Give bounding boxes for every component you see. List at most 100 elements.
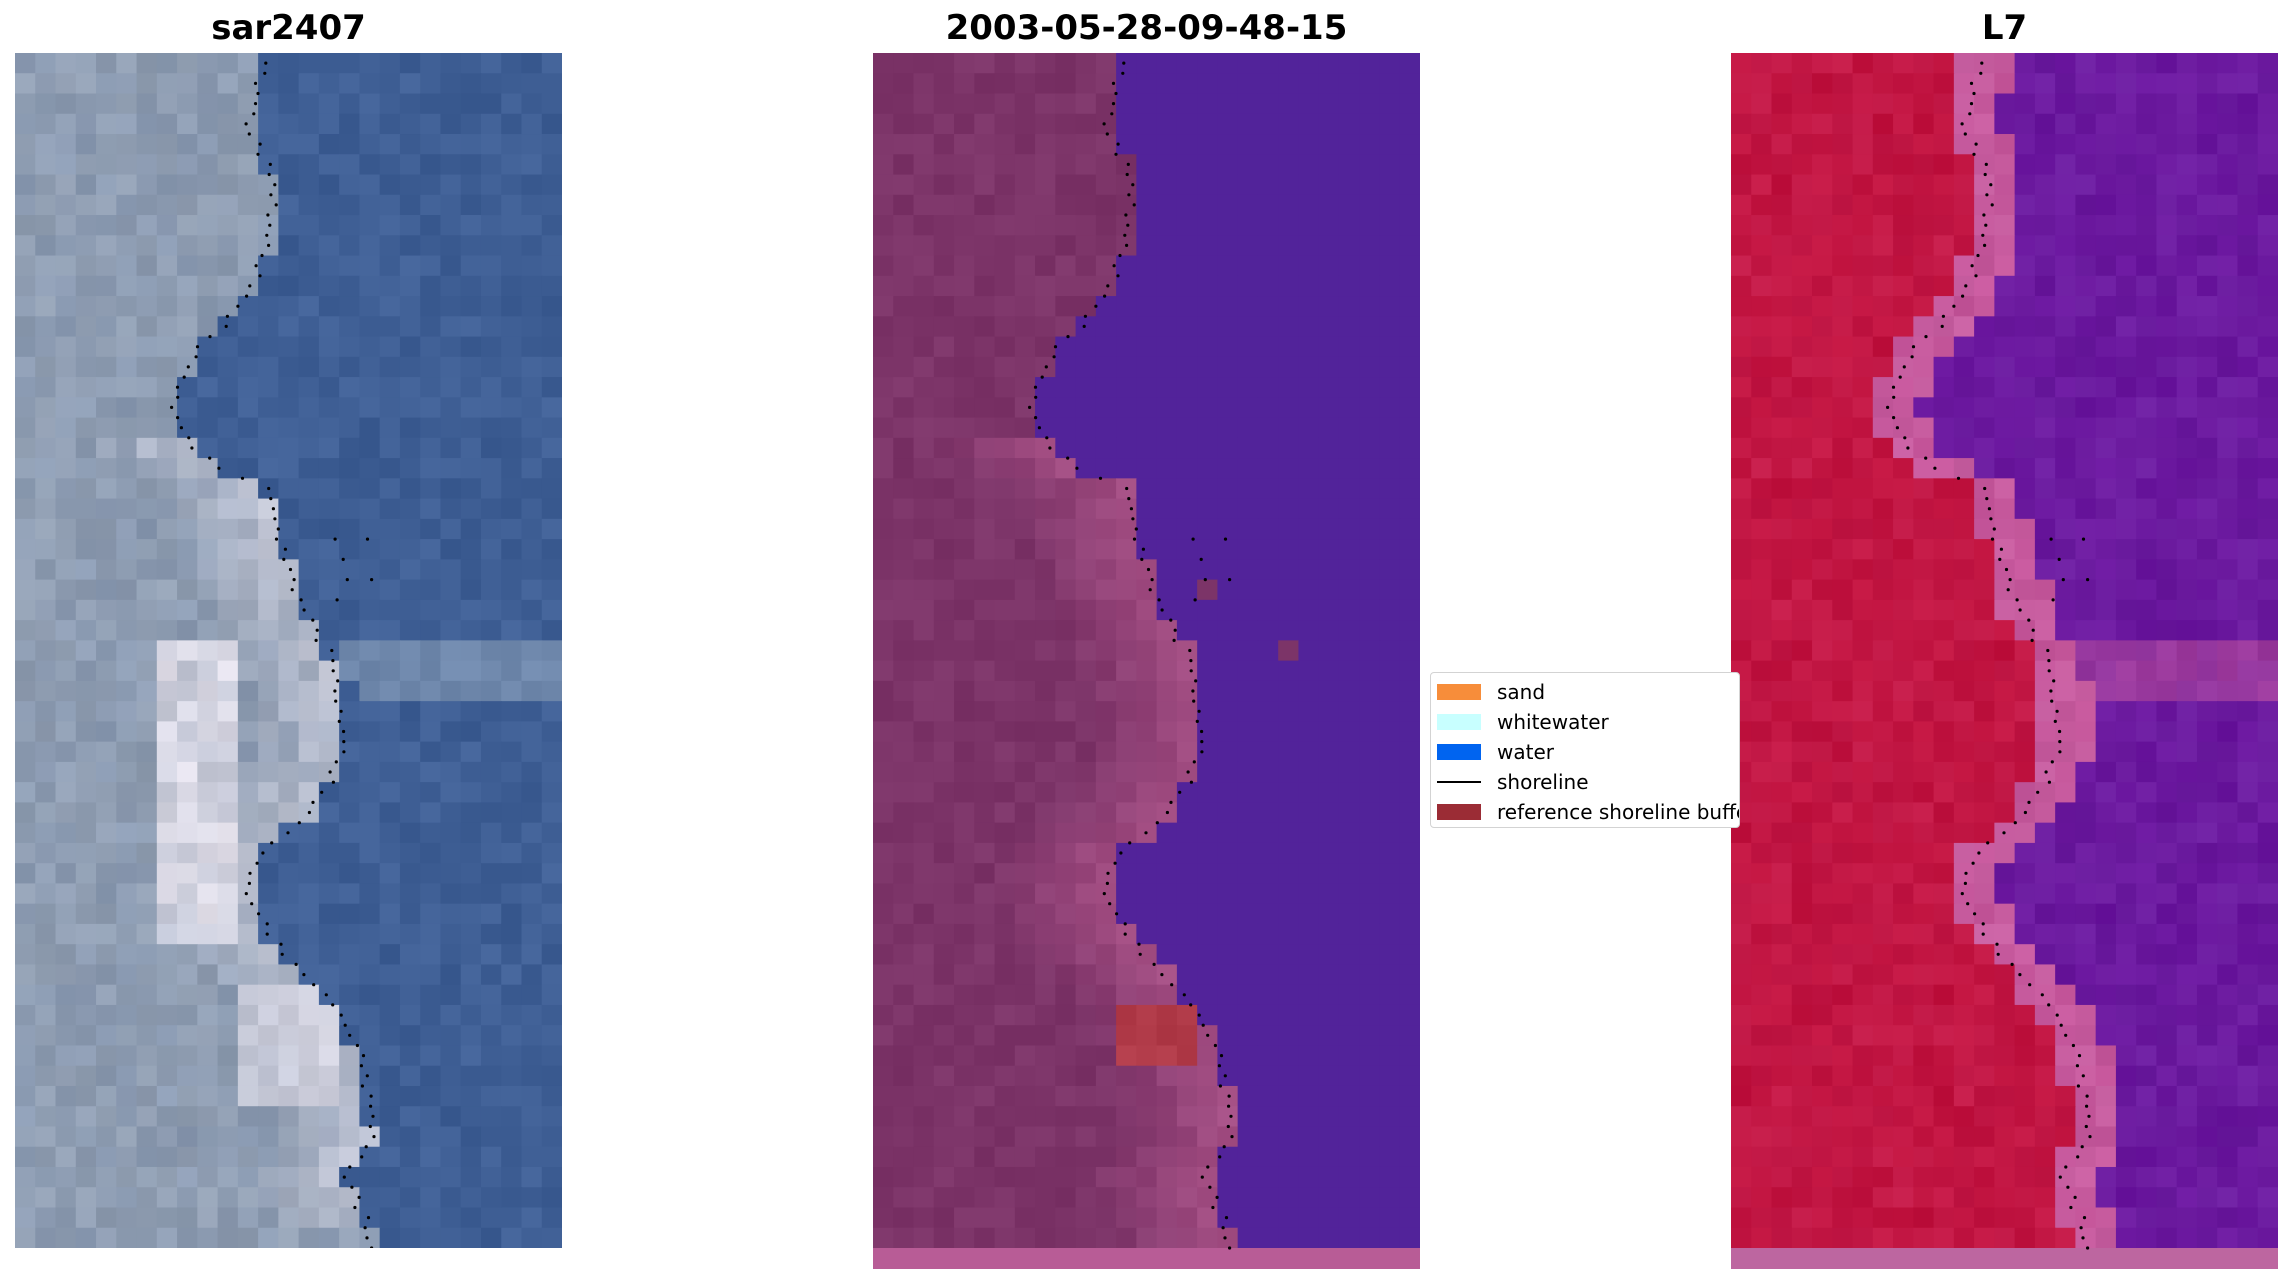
class-pixel xyxy=(1379,680,1401,702)
index-pixel xyxy=(2095,923,2117,945)
class-pixel xyxy=(1318,1025,1340,1047)
rgb-pixel xyxy=(318,113,340,135)
index-pixel xyxy=(1913,1207,1935,1229)
class-pixel xyxy=(994,478,1016,500)
index-pixel xyxy=(2034,215,2056,236)
class-pixel xyxy=(1176,620,1198,641)
class-pixel xyxy=(1338,377,1360,398)
rgb-shoreline-dot xyxy=(283,547,287,551)
rgb-pixel xyxy=(460,984,482,1006)
class-pixel xyxy=(1318,599,1340,621)
rgb-pixel xyxy=(197,356,219,378)
class-pixel xyxy=(913,1004,935,1026)
class-pixel xyxy=(1136,53,1158,74)
class-shoreline-dot xyxy=(1082,324,1086,328)
index-pixel xyxy=(1913,356,1935,378)
class-pixel xyxy=(913,113,935,135)
index-pixel xyxy=(2014,640,2036,662)
class-pixel xyxy=(1035,984,1056,1006)
class-pixel xyxy=(974,296,996,317)
rgb-pixel xyxy=(55,397,77,419)
class-pixel xyxy=(1035,579,1056,601)
rgb-pixel xyxy=(521,296,543,317)
class-pixel xyxy=(1379,1065,1401,1087)
rgb-pixel xyxy=(541,822,562,844)
index-pixel xyxy=(2156,458,2178,479)
rgb-pixel xyxy=(501,599,523,621)
index-pixel xyxy=(1953,235,1975,257)
class-pixel xyxy=(954,174,975,196)
rgb-pixel xyxy=(116,984,138,1006)
index-pixel xyxy=(1791,1004,1813,1026)
index-pixel xyxy=(1953,1065,1975,1087)
rgb-pixel xyxy=(177,1227,198,1248)
class-pixel xyxy=(893,417,915,439)
rgb-pixel xyxy=(501,680,523,702)
index-pixel xyxy=(1812,802,1833,824)
rgb-pixel xyxy=(480,215,502,236)
rgb-pixel xyxy=(440,761,462,783)
index-pixel xyxy=(2176,579,2198,601)
index-pixel xyxy=(2136,174,2158,196)
class-pixel xyxy=(1014,235,1036,257)
index-pixel xyxy=(2034,782,2056,803)
class-pixel xyxy=(1055,620,1077,641)
class-pixel xyxy=(954,1146,975,1168)
rgb-pixel xyxy=(420,255,442,277)
index-pixel xyxy=(2196,316,2218,338)
class-pixel xyxy=(1338,154,1360,176)
index-pixel xyxy=(1832,1166,1854,1188)
rgb-pixel xyxy=(116,316,138,338)
rgb-pixel xyxy=(278,1166,300,1188)
rgb-pixel xyxy=(420,721,442,743)
class-pixel xyxy=(1156,194,1178,216)
panel-title-classified: 2003-05-28-09-48-15 xyxy=(945,8,1348,48)
rgb-pixel xyxy=(318,1187,340,1209)
rgb-pixel xyxy=(359,194,381,216)
index-pixel xyxy=(2217,498,2239,520)
class-pixel xyxy=(1136,154,1158,176)
rgb-pixel xyxy=(399,761,421,783)
rgb-pixel xyxy=(379,174,401,196)
index-pixel xyxy=(1791,498,1813,520)
rgb-pixel xyxy=(197,761,219,783)
class-pixel xyxy=(1136,316,1158,338)
class-pixel xyxy=(1055,336,1077,358)
index-pixel xyxy=(2196,1126,2218,1148)
rgb-pixel xyxy=(278,1207,300,1229)
rgb-pixel xyxy=(197,336,219,358)
class-pixel xyxy=(1338,599,1360,621)
index-pixel xyxy=(2156,417,2178,439)
rgb-pixel xyxy=(156,599,178,621)
rgb-pixel xyxy=(217,1085,239,1107)
rgb-pixel xyxy=(237,883,259,905)
rgb-pixel xyxy=(15,620,36,641)
index-pixel xyxy=(2034,316,2056,338)
index-pixel xyxy=(1771,1187,1793,1209)
class-pixel xyxy=(1278,113,1300,135)
rgb-pixel xyxy=(197,802,219,824)
rgb-pixel xyxy=(420,923,442,945)
index-pixel xyxy=(1994,134,2016,155)
rgb-pixel xyxy=(480,154,502,176)
index-pixel xyxy=(2217,883,2239,905)
rgb-pixel xyxy=(399,377,421,398)
index-pixel xyxy=(1893,1025,1914,1047)
rgb-pixel xyxy=(399,458,421,479)
class-pixel xyxy=(1197,1207,1219,1229)
index-pixel xyxy=(1872,923,1894,945)
rgb-pixel xyxy=(258,802,279,824)
class-pixel xyxy=(1237,822,1259,844)
rgb-pixel xyxy=(278,944,300,966)
rgb-shoreline-dot xyxy=(331,669,335,673)
class-shoreline-dot xyxy=(1116,274,1120,278)
class-pixel xyxy=(1399,1187,1420,1209)
class-pixel xyxy=(1176,680,1198,702)
class-pixel xyxy=(933,944,955,966)
class-pixel xyxy=(1298,579,1320,601)
rgb-pixel xyxy=(521,640,543,662)
index-pixel xyxy=(2156,1106,2178,1128)
index-pixel xyxy=(2095,721,2117,743)
rgb-pixel xyxy=(278,741,300,763)
class-pixel xyxy=(954,73,975,95)
